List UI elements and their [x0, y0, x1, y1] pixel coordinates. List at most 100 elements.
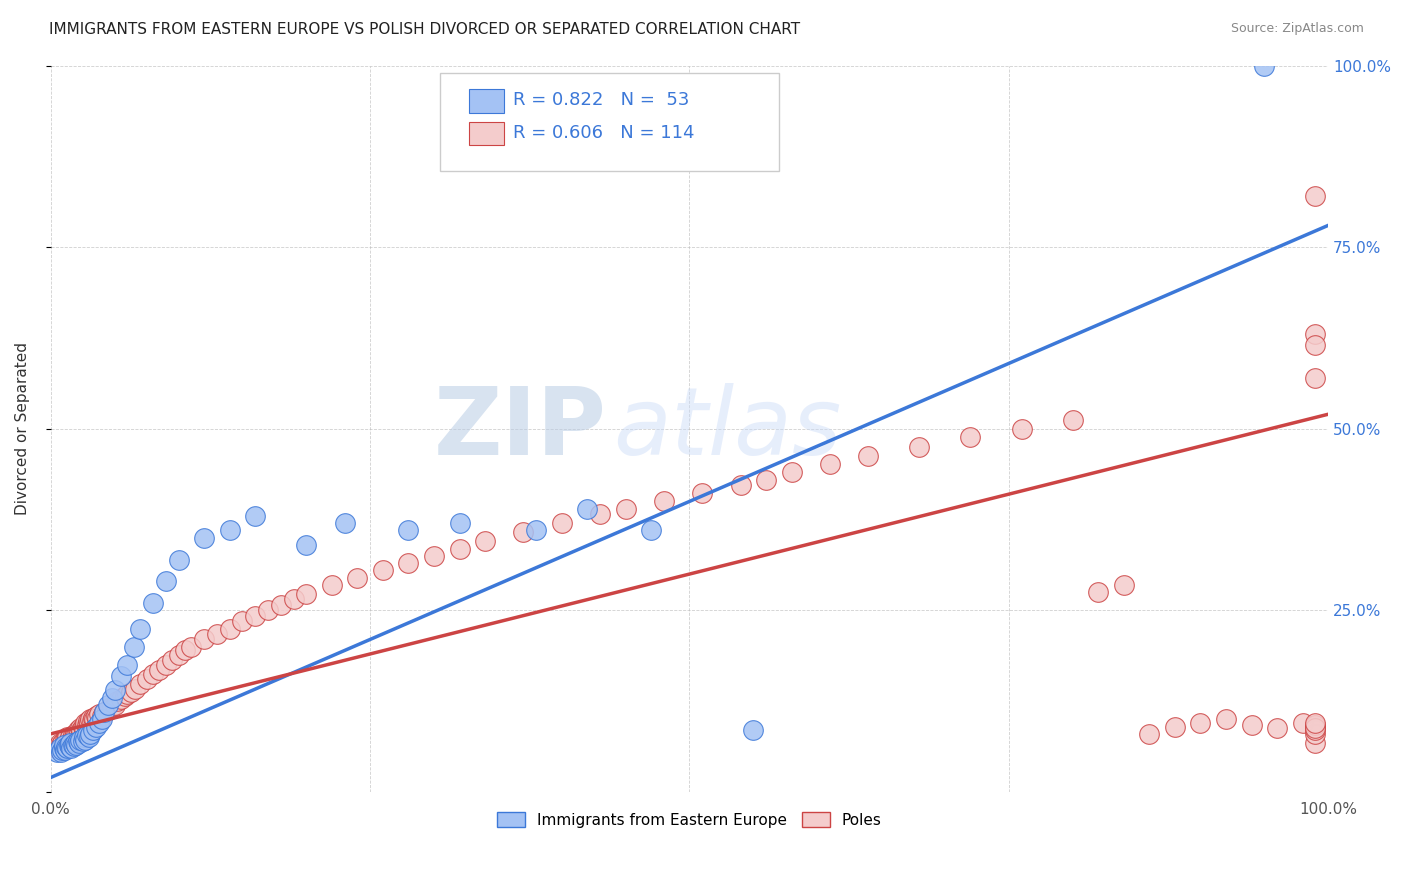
Point: [49, 741, 72, 756]
Point: [193, 531, 215, 545]
Point: [135, 673, 157, 687]
Point: [51, 735, 73, 749]
Point: [174, 643, 197, 657]
Point: [55, 739, 77, 754]
Point: [576, 501, 599, 516]
Point: [155, 657, 177, 672]
Point: [89, 706, 111, 721]
Point: [93, 705, 115, 719]
Point: [818, 457, 841, 471]
Point: [67, 735, 90, 749]
Point: [52, 738, 75, 752]
Point: [1305, 720, 1327, 734]
Point: [73, 721, 96, 735]
Point: [449, 516, 471, 531]
Point: [63, 731, 86, 745]
Point: [90, 712, 112, 726]
Point: [53, 743, 76, 757]
Text: R = 0.606   N = 114: R = 0.606 N = 114: [513, 124, 695, 142]
Point: [58, 738, 80, 752]
Point: [231, 614, 253, 628]
Text: atlas: atlas: [613, 384, 841, 475]
Point: [908, 440, 931, 454]
Point: [1137, 727, 1160, 741]
Point: [1305, 735, 1327, 749]
Point: [1305, 721, 1327, 735]
Point: [283, 592, 305, 607]
Point: [371, 563, 394, 577]
Point: [346, 571, 368, 585]
Point: [49, 741, 72, 756]
Point: [75, 715, 97, 730]
Point: [148, 663, 170, 677]
Point: [89, 715, 111, 730]
Point: [52, 741, 75, 756]
Point: [1305, 727, 1327, 741]
Point: [93, 705, 115, 719]
Point: [52, 738, 75, 752]
Point: [1305, 718, 1327, 732]
Point: [65, 728, 87, 742]
Text: IMMIGRANTS FROM EASTERN EUROPE VS POLISH DIVORCED OR SEPARATED CORRELATION CHART: IMMIGRANTS FROM EASTERN EUROPE VS POLISH…: [49, 22, 800, 37]
Point: [84, 720, 107, 734]
Point: [77, 714, 100, 728]
FancyBboxPatch shape: [440, 73, 779, 171]
Point: [49, 738, 72, 752]
Text: R = 0.822   N =  53: R = 0.822 N = 53: [513, 92, 689, 110]
Point: [295, 587, 318, 601]
Point: [512, 524, 534, 539]
Point: [449, 541, 471, 556]
Point: [742, 723, 765, 738]
Point: [53, 735, 76, 749]
Point: [551, 516, 574, 531]
Point: [114, 689, 136, 703]
Point: [730, 478, 752, 492]
Point: [120, 684, 142, 698]
Point: [82, 711, 104, 725]
Point: [1305, 715, 1327, 730]
Point: [60, 741, 83, 756]
Point: [86, 711, 108, 725]
Point: [79, 712, 101, 726]
Point: [76, 718, 98, 732]
Point: [104, 683, 127, 698]
Point: [82, 723, 104, 738]
Point: [56, 731, 79, 745]
Point: [652, 494, 675, 508]
Point: [67, 725, 90, 739]
Point: [690, 485, 713, 500]
Point: [160, 653, 183, 667]
Point: [97, 698, 120, 712]
Point: [45, 741, 67, 756]
Text: Source: ZipAtlas.com: Source: ZipAtlas.com: [1230, 22, 1364, 36]
Text: ZIP: ZIP: [433, 383, 606, 475]
Point: [333, 516, 356, 531]
Point: [75, 732, 97, 747]
Point: [640, 524, 662, 538]
Point: [614, 501, 637, 516]
Point: [69, 721, 91, 735]
Point: [104, 698, 127, 712]
Point: [59, 731, 82, 745]
Point: [62, 728, 84, 742]
Point: [180, 640, 202, 654]
Point: [101, 699, 124, 714]
Point: [58, 732, 80, 747]
Point: [59, 735, 82, 749]
Point: [1305, 327, 1327, 342]
Point: [155, 574, 177, 589]
Point: [76, 728, 98, 742]
Point: [63, 735, 86, 749]
Point: [70, 723, 93, 738]
Point: [110, 692, 132, 706]
Point: [589, 508, 612, 522]
Point: [959, 430, 981, 444]
Point: [69, 732, 91, 747]
Point: [1253, 59, 1275, 73]
Point: [218, 622, 240, 636]
Point: [524, 524, 547, 538]
Point: [270, 598, 292, 612]
Point: [117, 687, 139, 701]
Point: [167, 552, 190, 566]
Point: [295, 538, 318, 552]
